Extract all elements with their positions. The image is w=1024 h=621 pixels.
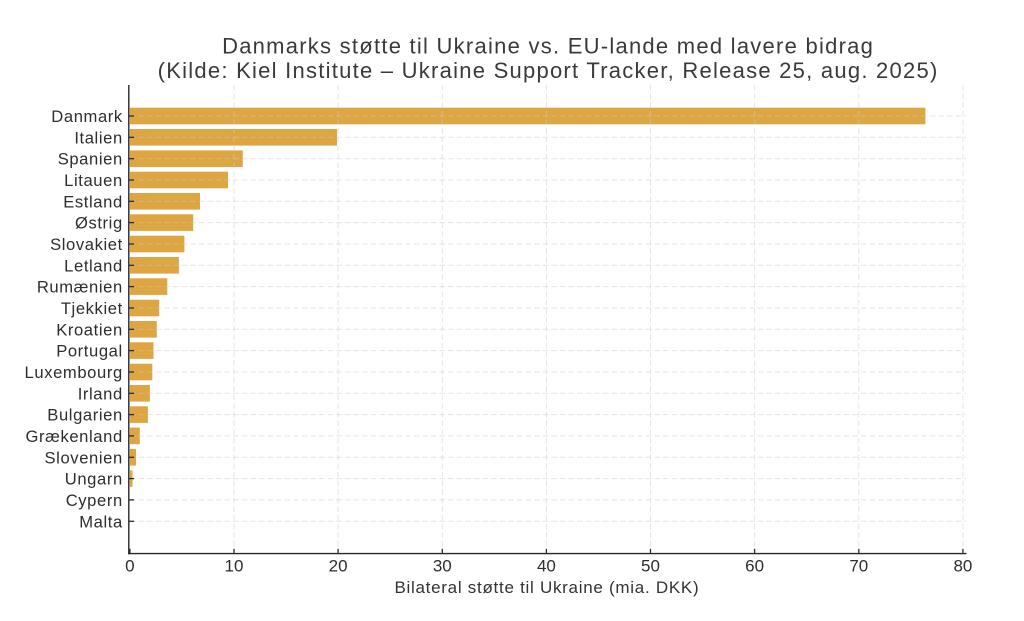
svg-text:0: 0 <box>125 557 134 576</box>
svg-text:Letland: Letland <box>64 256 123 275</box>
svg-text:40: 40 <box>537 557 556 576</box>
svg-text:Malta: Malta <box>79 512 123 531</box>
svg-text:Slovakiet: Slovakiet <box>50 235 123 254</box>
svg-text:80: 80 <box>953 557 972 576</box>
svg-text:Danmarks støtte til Ukraine vs: Danmarks støtte til Ukraine vs. EU-lande… <box>222 34 874 59</box>
svg-text:Spanien: Spanien <box>58 150 123 169</box>
svg-text:Grækenland: Grækenland <box>25 427 122 446</box>
svg-text:Ungarn: Ungarn <box>65 470 123 489</box>
svg-text:Irland: Irland <box>78 384 123 403</box>
svg-text:Bilateral støtte til Ukraine (: Bilateral støtte til Ukraine (mia. DKK) <box>394 578 699 597</box>
svg-text:(Kilde: Kiel Institute – Ukrai: (Kilde: Kiel Institute – Ukraine Support… <box>158 58 939 83</box>
svg-text:30: 30 <box>433 557 452 576</box>
svg-text:Tjekkiet: Tjekkiet <box>61 299 123 318</box>
svg-text:Italien: Italien <box>74 128 122 147</box>
svg-text:Estland: Estland <box>63 192 123 211</box>
svg-text:70: 70 <box>849 557 868 576</box>
svg-text:60: 60 <box>745 557 764 576</box>
svg-text:50: 50 <box>641 557 660 576</box>
svg-text:Litauen: Litauen <box>64 171 123 190</box>
svg-text:Bulgarien: Bulgarien <box>47 406 123 425</box>
svg-text:Portugal: Portugal <box>56 342 123 361</box>
svg-text:Slovenien: Slovenien <box>45 448 123 467</box>
svg-text:Luxembourg: Luxembourg <box>25 363 123 382</box>
svg-text:Cypern: Cypern <box>66 491 123 510</box>
svg-text:Kroatien: Kroatien <box>56 320 123 339</box>
svg-text:Rumænien: Rumænien <box>37 278 123 297</box>
svg-text:10: 10 <box>225 557 244 576</box>
svg-text:Danmark: Danmark <box>51 107 123 126</box>
svg-text:20: 20 <box>329 557 348 576</box>
svg-text:Østrig: Østrig <box>75 214 123 233</box>
